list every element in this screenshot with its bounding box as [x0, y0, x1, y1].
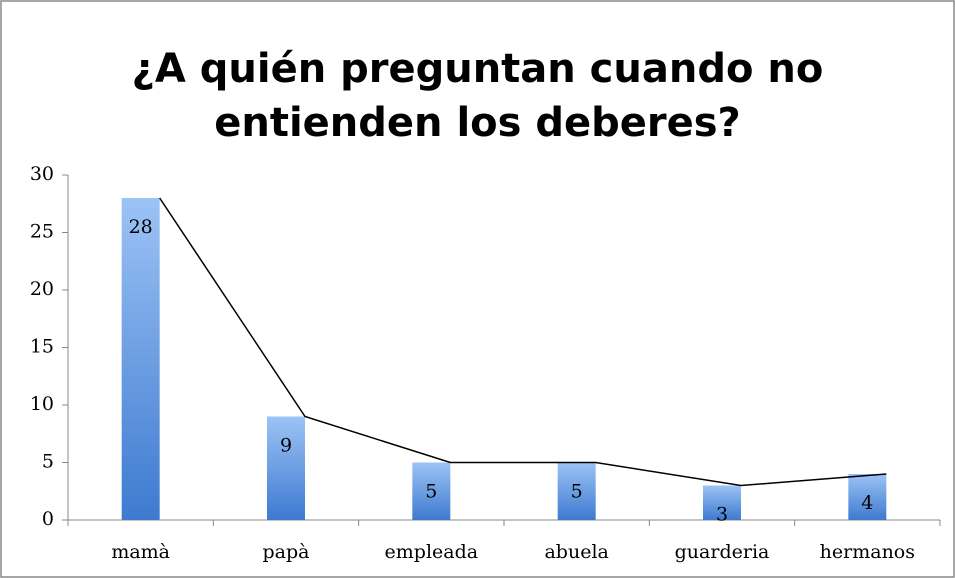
- y-tick-label: 15: [30, 336, 54, 358]
- bar: [703, 485, 741, 520]
- data-label: 28: [129, 216, 153, 238]
- y-tick-label: 25: [30, 221, 54, 243]
- bar: [412, 462, 451, 520]
- x-tick-label: guarderia: [675, 541, 770, 563]
- data-label: 5: [425, 481, 437, 503]
- y-tick-label: 5: [42, 451, 54, 473]
- data-label: 9: [280, 435, 292, 457]
- y-tick-label: 0: [42, 508, 54, 530]
- data-label: 5: [571, 481, 583, 503]
- data-label: 3: [716, 504, 728, 526]
- x-tick-label: papà: [263, 541, 310, 563]
- x-tick-label: hermanos: [820, 541, 915, 563]
- bar: [267, 416, 305, 520]
- y-tick-label: 30: [30, 163, 54, 185]
- y-tick-label: 20: [30, 278, 54, 300]
- bar: [121, 198, 160, 520]
- bar: [557, 462, 596, 520]
- y-tick-label: 10: [30, 393, 54, 415]
- trend-line: [159, 197, 887, 487]
- x-tick-label: mamà: [111, 541, 170, 563]
- bar: [848, 474, 887, 520]
- chart-title: ¿A quién preguntan cuando no entienden l…: [131, 46, 824, 146]
- data-label: 4: [861, 492, 873, 514]
- x-tick-label: abuela: [544, 541, 608, 563]
- x-tick-label: empleada: [385, 541, 479, 563]
